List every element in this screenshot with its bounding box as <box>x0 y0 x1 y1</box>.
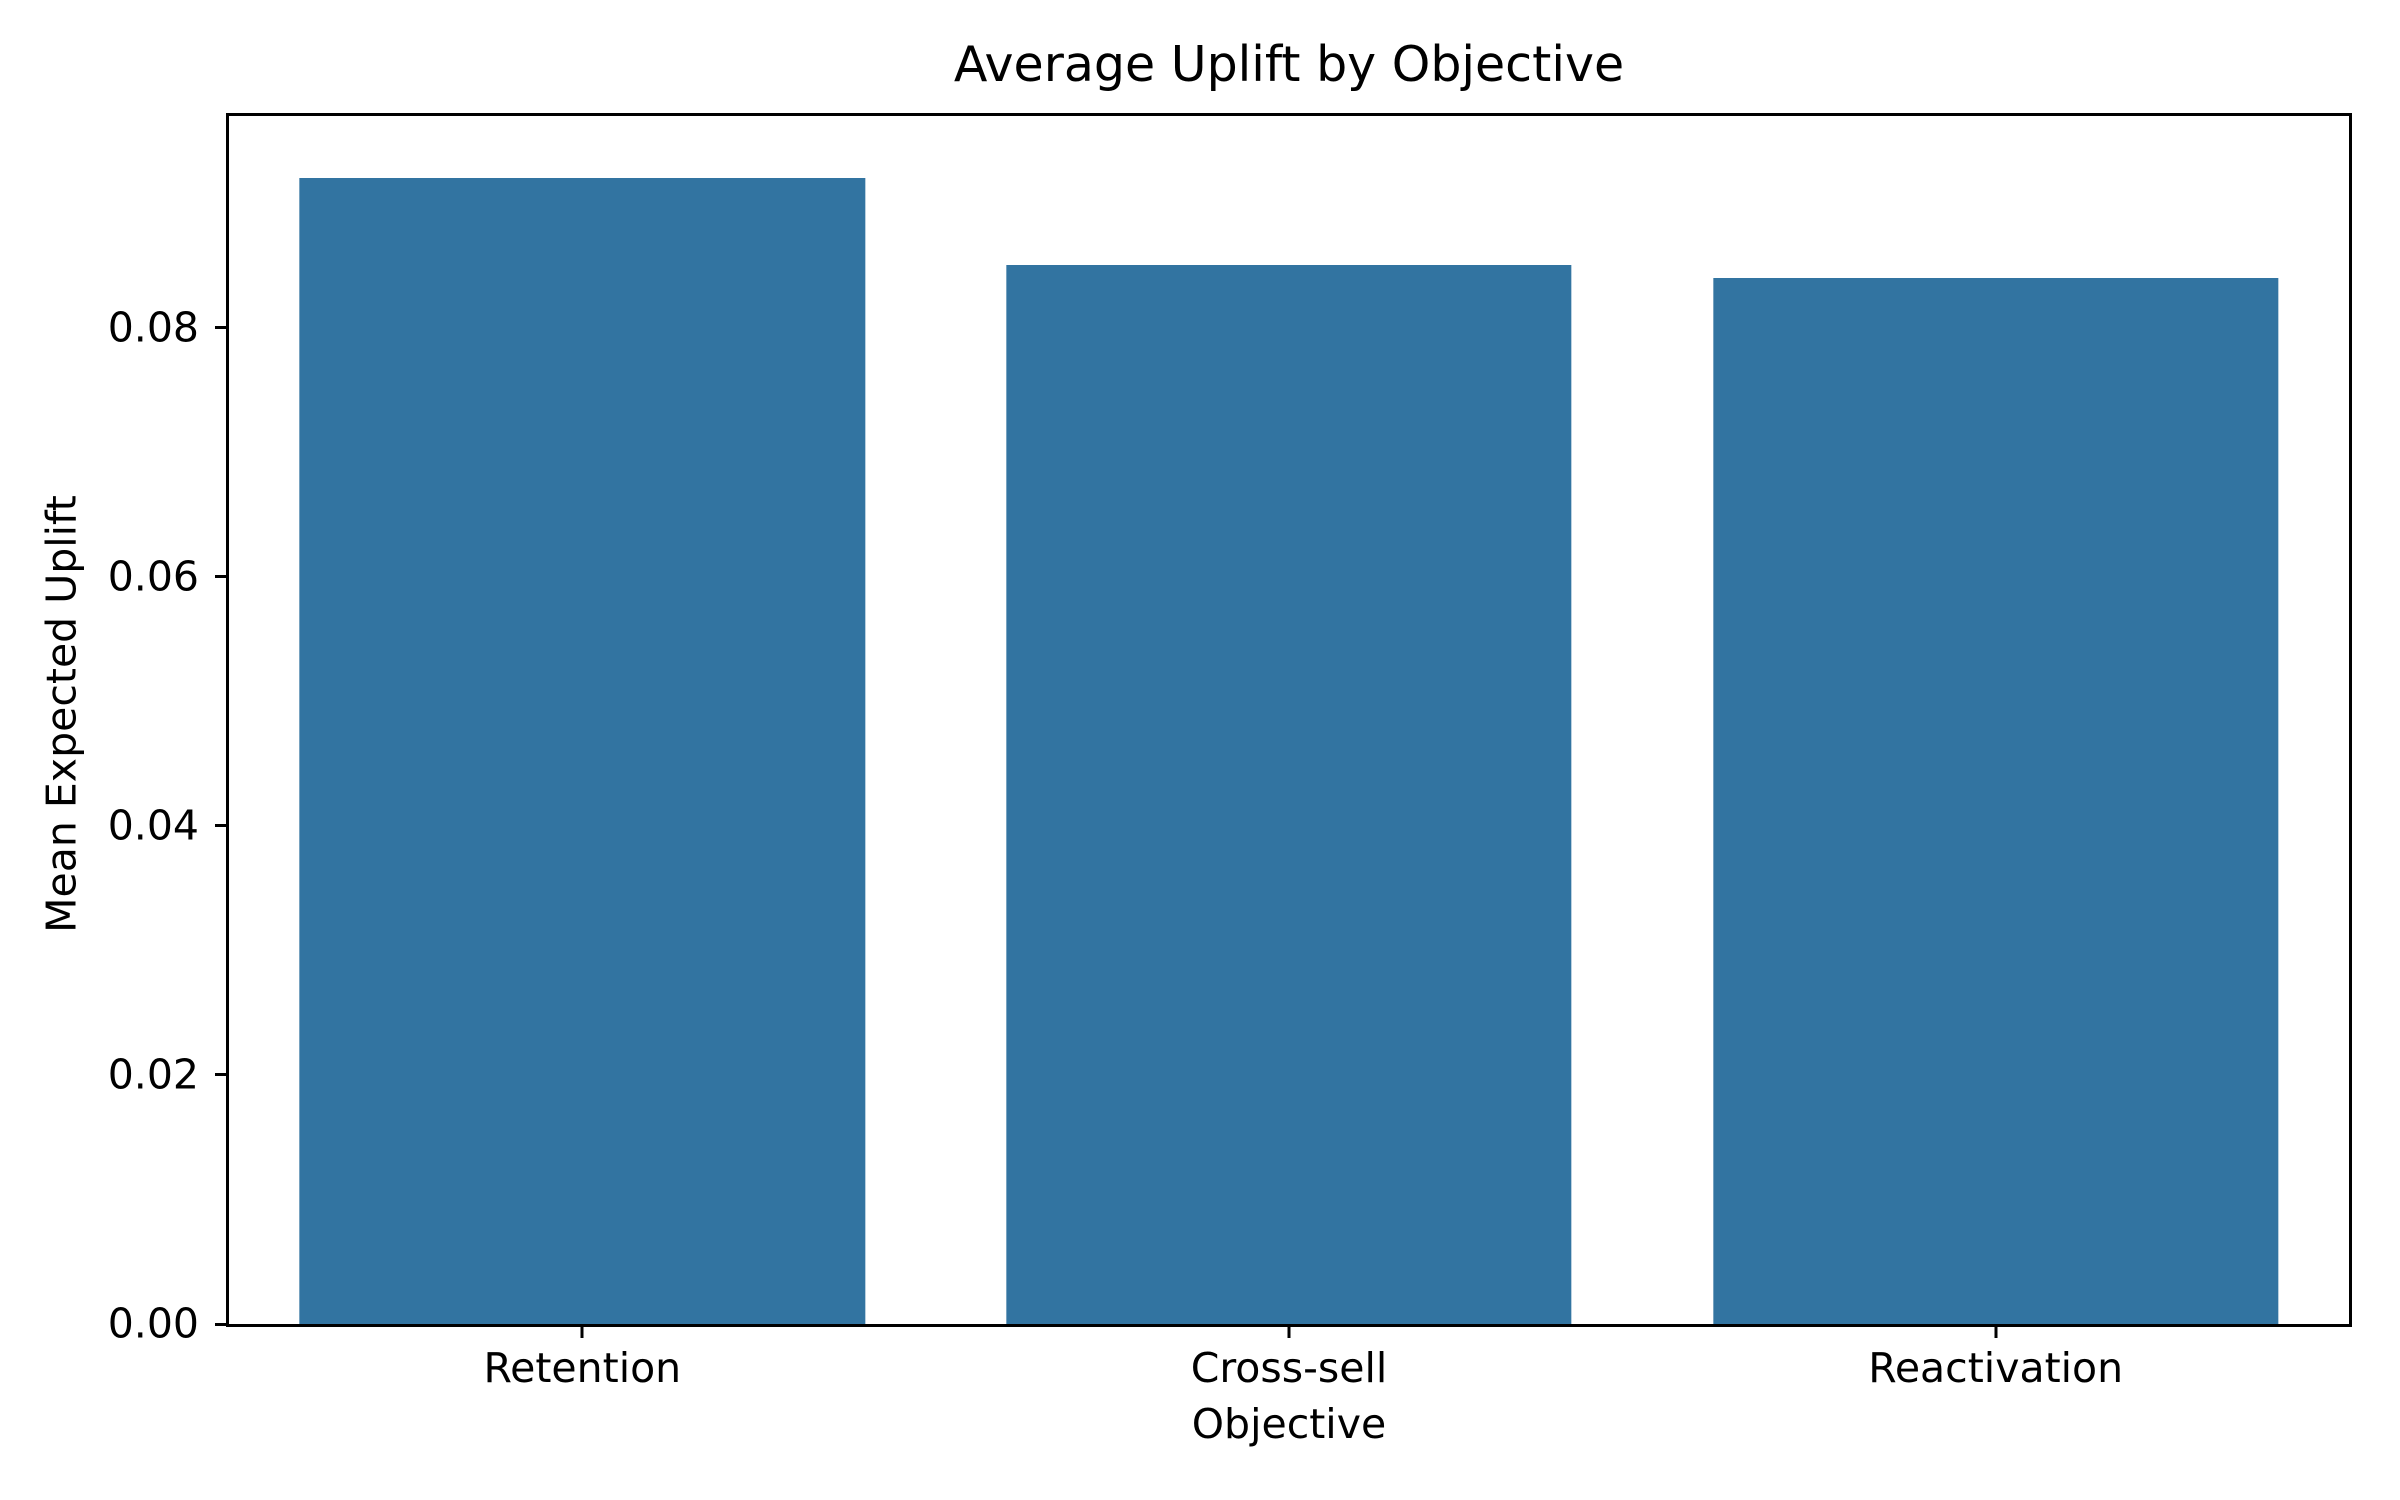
bar-reactivation <box>1712 277 2279 1324</box>
y-tick-mark <box>215 575 229 579</box>
y-tick-mark <box>215 326 229 330</box>
x-tick-mark <box>580 1324 584 1338</box>
x-tick-label: Cross-sell <box>1190 1344 1388 1392</box>
y-tick-label: 0.06 <box>107 552 199 601</box>
y-axis-label: Mean Expected Uplift <box>37 495 86 933</box>
chart-title: Average Uplift by Objective <box>953 36 1625 93</box>
y-tick-label: 0.02 <box>107 1050 199 1099</box>
x-tick-mark <box>1994 1324 1998 1338</box>
x-tick-label: Reactivation <box>1868 1344 2124 1392</box>
x-tick-mark <box>1287 1324 1291 1338</box>
y-tick-label: 0.00 <box>107 1299 199 1348</box>
bar-retention <box>299 178 865 1324</box>
y-tick-mark <box>215 1073 229 1077</box>
y-tick-mark <box>215 824 229 828</box>
y-tick-mark <box>215 1322 229 1326</box>
x-tick-label: Retention <box>483 1344 682 1392</box>
bar-cross-sell <box>1006 265 1572 1324</box>
y-tick-label: 0.08 <box>107 303 199 352</box>
y-tick-label: 0.04 <box>107 801 199 850</box>
x-axis-label: Objective <box>1191 1400 1387 1448</box>
plot-area: 0.00 0.02 0.04 0.06 0.08 Retention Cross-sell R… <box>108 113 2352 1389</box>
